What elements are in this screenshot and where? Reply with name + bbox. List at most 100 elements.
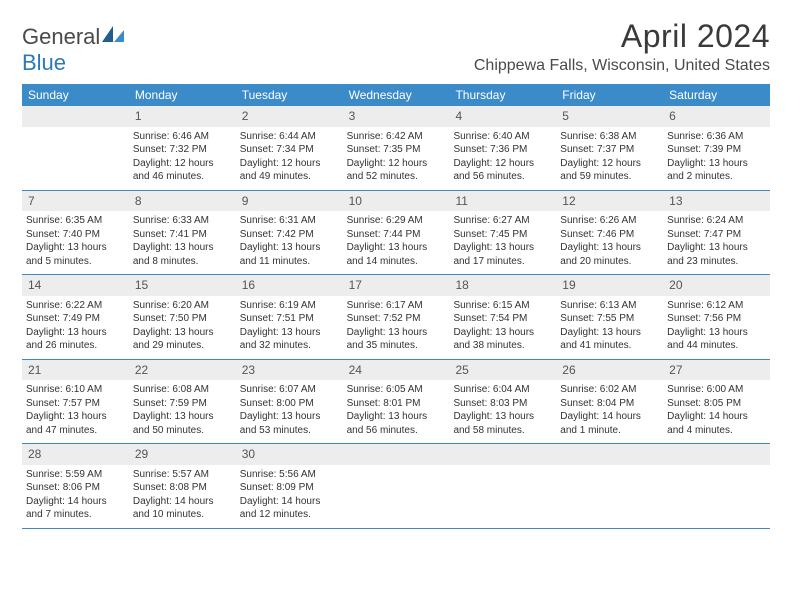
- daylight-text: Daylight: 13 hours and 50 minutes.: [133, 410, 232, 437]
- day-cell: 17Sunrise: 6:17 AMSunset: 7:52 PMDayligh…: [343, 275, 450, 359]
- day-number: 14: [28, 278, 41, 292]
- daynum-row: 8: [129, 191, 236, 212]
- header: GeneralBlue April 2024 Chippewa Falls, W…: [22, 18, 770, 76]
- sunset-text: Sunset: 7:34 PM: [240, 143, 339, 157]
- daylight-text: Daylight: 13 hours and 8 minutes.: [133, 241, 232, 268]
- sunset-text: Sunset: 7:57 PM: [26, 397, 125, 411]
- sunset-text: Sunset: 8:03 PM: [453, 397, 552, 411]
- daylight-text: Daylight: 13 hours and 23 minutes.: [667, 241, 766, 268]
- day-cell: 13Sunrise: 6:24 AMSunset: 7:47 PMDayligh…: [663, 191, 770, 275]
- day-number: 30: [242, 447, 255, 461]
- sunset-text: Sunset: 7:44 PM: [347, 228, 446, 242]
- day-number: 27: [669, 363, 682, 377]
- day-number: 2: [242, 109, 249, 123]
- daylight-text: Daylight: 13 hours and 32 minutes.: [240, 326, 339, 353]
- day-cell: 6Sunrise: 6:36 AMSunset: 7:39 PMDaylight…: [663, 106, 770, 190]
- day-number: 7: [28, 194, 35, 208]
- daylight-text: Daylight: 14 hours and 7 minutes.: [26, 495, 125, 522]
- sunset-text: Sunset: 7:56 PM: [667, 312, 766, 326]
- sunrise-text: Sunrise: 6:40 AM: [453, 130, 552, 144]
- day-cell: 19Sunrise: 6:13 AMSunset: 7:55 PMDayligh…: [556, 275, 663, 359]
- day-cell: [663, 444, 770, 528]
- daynum-row: 26: [556, 360, 663, 381]
- sunset-text: Sunset: 7:42 PM: [240, 228, 339, 242]
- daylight-text: Daylight: 13 hours and 38 minutes.: [453, 326, 552, 353]
- daynum-row: 25: [449, 360, 556, 381]
- sunrise-text: Sunrise: 6:36 AM: [667, 130, 766, 144]
- weekday-header-row: SundayMondayTuesdayWednesdayThursdayFrid…: [22, 84, 770, 106]
- daynum-row: 5: [556, 106, 663, 127]
- daylight-text: Daylight: 14 hours and 10 minutes.: [133, 495, 232, 522]
- sunset-text: Sunset: 8:04 PM: [560, 397, 659, 411]
- day-number: 23: [242, 363, 255, 377]
- sunrise-text: Sunrise: 5:59 AM: [26, 468, 125, 482]
- daylight-text: Daylight: 13 hours and 5 minutes.: [26, 241, 125, 268]
- daynum-row: 9: [236, 191, 343, 212]
- day-number: 10: [349, 194, 362, 208]
- day-cell: [556, 444, 663, 528]
- sunrise-text: Sunrise: 6:04 AM: [453, 383, 552, 397]
- weekday-header: Friday: [556, 84, 663, 106]
- sunset-text: Sunset: 7:54 PM: [453, 312, 552, 326]
- daylight-text: Daylight: 12 hours and 59 minutes.: [560, 157, 659, 184]
- week-row: 7Sunrise: 6:35 AMSunset: 7:40 PMDaylight…: [22, 191, 770, 276]
- sunset-text: Sunset: 7:50 PM: [133, 312, 232, 326]
- daylight-text: Daylight: 13 hours and 47 minutes.: [26, 410, 125, 437]
- day-cell: 4Sunrise: 6:40 AMSunset: 7:36 PMDaylight…: [449, 106, 556, 190]
- day-number: 24: [349, 363, 362, 377]
- daynum-row: [449, 444, 556, 465]
- day-number: 9: [242, 194, 249, 208]
- daynum-row: [343, 444, 450, 465]
- daynum-row: 21: [22, 360, 129, 381]
- day-number: 21: [28, 363, 41, 377]
- daylight-text: Daylight: 13 hours and 17 minutes.: [453, 241, 552, 268]
- sunrise-text: Sunrise: 6:29 AM: [347, 214, 446, 228]
- day-cell: 5Sunrise: 6:38 AMSunset: 7:37 PMDaylight…: [556, 106, 663, 190]
- daynum-row: [22, 106, 129, 127]
- sunrise-text: Sunrise: 6:02 AM: [560, 383, 659, 397]
- day-cell: [449, 444, 556, 528]
- daynum-row: 4: [449, 106, 556, 127]
- day-cell: 23Sunrise: 6:07 AMSunset: 8:00 PMDayligh…: [236, 360, 343, 444]
- sunset-text: Sunset: 7:45 PM: [453, 228, 552, 242]
- weekday-header: Sunday: [22, 84, 129, 106]
- weekday-header: Wednesday: [343, 84, 450, 106]
- sunset-text: Sunset: 7:32 PM: [133, 143, 232, 157]
- daynum-row: 22: [129, 360, 236, 381]
- daynum-row: 30: [236, 444, 343, 465]
- day-cell: 7 Sunrise: 6:35 AMSunset: 7:40 PMDaylight…: [22, 191, 129, 275]
- sunrise-text: Sunrise: 5:56 AM: [240, 468, 339, 482]
- day-cell: 16Sunrise: 6:19 AMSunset: 7:51 PMDayligh…: [236, 275, 343, 359]
- daylight-text: Daylight: 13 hours and 20 minutes.: [560, 241, 659, 268]
- sunrise-text: Sunrise: 6:35 AM: [26, 214, 125, 228]
- day-number: 15: [135, 278, 148, 292]
- daylight-text: Daylight: 14 hours and 1 minute.: [560, 410, 659, 437]
- daylight-text: Daylight: 12 hours and 52 minutes.: [347, 157, 446, 184]
- day-cell: 15Sunrise: 6:20 AMSunset: 7:50 PMDayligh…: [129, 275, 236, 359]
- weekday-header: Monday: [129, 84, 236, 106]
- daynum-row: 19: [556, 275, 663, 296]
- day-cell: 22Sunrise: 6:08 AMSunset: 7:59 PMDayligh…: [129, 360, 236, 444]
- day-cell: 21Sunrise: 6:10 AMSunset: 7:57 PMDayligh…: [22, 360, 129, 444]
- brand-logo: GeneralBlue: [22, 24, 124, 76]
- day-number: 1: [135, 109, 142, 123]
- sunrise-text: Sunrise: 6:20 AM: [133, 299, 232, 313]
- sunset-text: Sunset: 8:08 PM: [133, 481, 232, 495]
- sunset-text: Sunset: 7:59 PM: [133, 397, 232, 411]
- day-cell: 12Sunrise: 6:26 AMSunset: 7:46 PMDayligh…: [556, 191, 663, 275]
- weeks-container: 1Sunrise: 6:46 AMSunset: 7:32 PMDaylight…: [22, 106, 770, 529]
- daylight-text: Daylight: 12 hours and 49 minutes.: [240, 157, 339, 184]
- day-cell: [22, 106, 129, 190]
- daynum-row: 27: [663, 360, 770, 381]
- sunrise-text: Sunrise: 6:12 AM: [667, 299, 766, 313]
- daynum-row: 28: [22, 444, 129, 465]
- day-number: 25: [455, 363, 468, 377]
- day-cell: 8Sunrise: 6:33 AMSunset: 7:41 PMDaylight…: [129, 191, 236, 275]
- brand-part1: General: [22, 24, 100, 49]
- sunset-text: Sunset: 7:40 PM: [26, 228, 125, 242]
- week-row: 21Sunrise: 6:10 AMSunset: 7:57 PMDayligh…: [22, 360, 770, 445]
- daylight-text: Daylight: 13 hours and 35 minutes.: [347, 326, 446, 353]
- daynum-row: [556, 444, 663, 465]
- day-cell: 10Sunrise: 6:29 AMSunset: 7:44 PMDayligh…: [343, 191, 450, 275]
- sunset-text: Sunset: 7:47 PM: [667, 228, 766, 242]
